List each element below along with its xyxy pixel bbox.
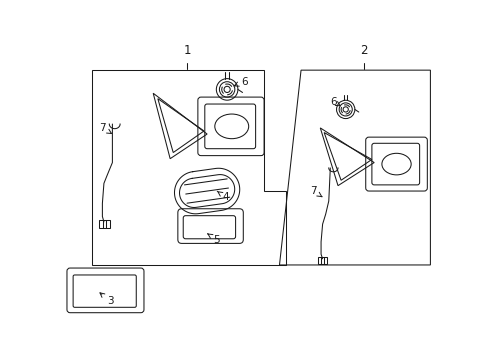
Bar [317, 257, 326, 264]
Text: 2: 2 [360, 44, 367, 57]
Text: 6: 6 [234, 77, 247, 87]
Text: 7: 7 [309, 186, 321, 197]
Bar [99, 220, 110, 228]
Text: 1: 1 [183, 44, 190, 57]
Text: 7: 7 [99, 123, 111, 134]
Text: 6: 6 [329, 97, 340, 107]
Text: 3: 3 [100, 293, 113, 306]
Text: 5: 5 [207, 234, 219, 244]
Text: 4: 4 [217, 191, 228, 202]
